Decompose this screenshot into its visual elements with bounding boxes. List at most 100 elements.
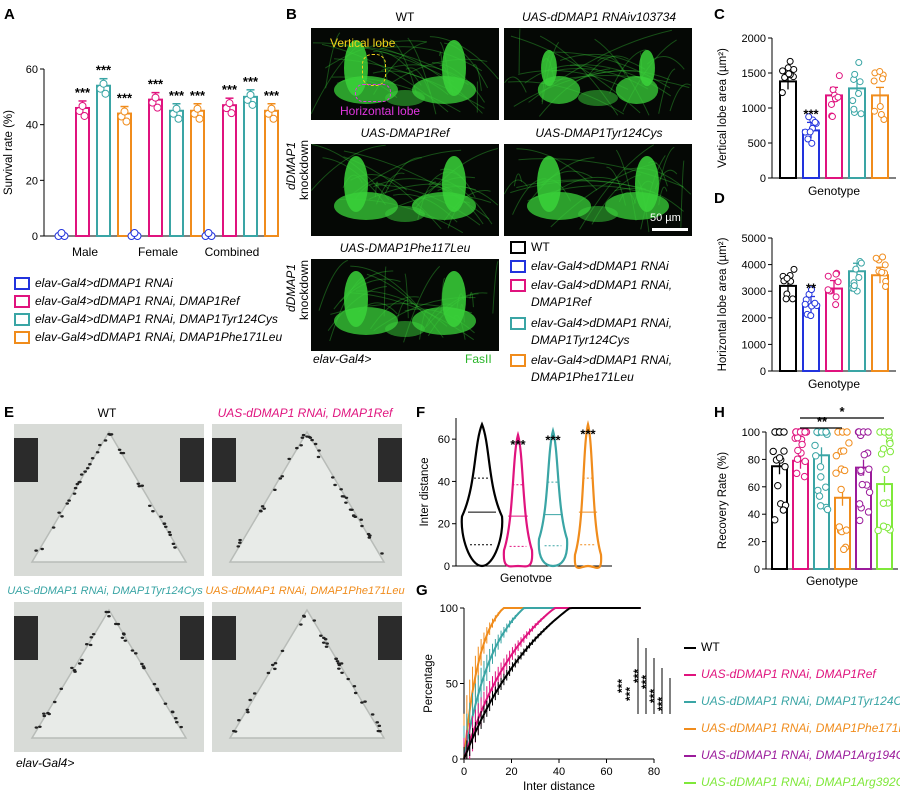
data-point bbox=[812, 452, 820, 460]
fly bbox=[270, 663, 275, 667]
fly bbox=[73, 670, 77, 673]
neuron-fiber bbox=[594, 38, 650, 116]
vertical-lobe bbox=[344, 271, 368, 327]
fly bbox=[42, 712, 46, 715]
fly bbox=[340, 671, 344, 674]
central-body bbox=[385, 90, 425, 106]
neuron-fiber bbox=[524, 64, 598, 84]
significance-label: *** bbox=[623, 687, 637, 701]
bar bbox=[169, 109, 184, 237]
e-title-tyr: UAS-dDMAP1 RNAi, DMAP1Tyr124Cys bbox=[7, 585, 203, 597]
neuron-fiber bbox=[510, 180, 647, 194]
y-tick-label: 100 bbox=[742, 427, 760, 439]
legend-g-arg392: UAS-dDMAP1 RNAi, DMAP1Arg392Gln bbox=[684, 775, 900, 789]
chart-c: 0 500 1000 1500 2000 Vertical lobe area (µm²)… bbox=[717, 33, 896, 198]
data-point bbox=[835, 72, 843, 80]
bar bbox=[96, 84, 111, 237]
legend-label: elav-Gal4>dDMAP1 RNAi, bbox=[531, 278, 673, 292]
brain-drawing bbox=[311, 144, 499, 236]
data-point bbox=[857, 110, 865, 118]
panel-label-h: H bbox=[714, 404, 725, 421]
data-point bbox=[204, 229, 213, 237]
data-point bbox=[778, 89, 786, 97]
fly bbox=[40, 547, 44, 551]
y-axis-label: Inter distance bbox=[419, 457, 431, 526]
neuron-fiber bbox=[518, 28, 521, 74]
neuron-fiber bbox=[680, 160, 685, 228]
legend-label: DMAP1Phe171Leu bbox=[531, 370, 634, 384]
bar bbox=[75, 106, 90, 238]
fly bbox=[59, 687, 64, 691]
data-point bbox=[816, 463, 825, 471]
vertical-lobe-label: Vertical lobe bbox=[330, 36, 396, 50]
fly bbox=[295, 446, 299, 450]
fly bbox=[155, 687, 160, 691]
fly bbox=[107, 433, 111, 436]
significance-label: *** bbox=[264, 88, 280, 103]
fly bbox=[323, 637, 328, 641]
x-axis-label: Genotype bbox=[500, 571, 552, 582]
data-point bbox=[789, 295, 797, 303]
fly bbox=[67, 499, 71, 502]
fly bbox=[168, 533, 173, 537]
y-tick-label: 0 bbox=[760, 173, 766, 185]
clamp bbox=[378, 616, 402, 660]
data-point bbox=[851, 70, 859, 78]
data-point bbox=[785, 70, 793, 78]
y-tick-label: 40 bbox=[26, 120, 38, 132]
chart-a: 0 20 40 60 Survival rate (%) *** *** *** Male ***… bbox=[3, 63, 280, 259]
data-point bbox=[248, 100, 257, 109]
neuron-fiber bbox=[380, 47, 483, 114]
data-point bbox=[807, 312, 815, 320]
fly bbox=[273, 488, 277, 492]
fly bbox=[280, 649, 285, 653]
data-point bbox=[860, 451, 868, 459]
fly bbox=[352, 514, 356, 518]
data-point bbox=[153, 103, 162, 112]
data-point bbox=[837, 485, 845, 494]
data-point bbox=[879, 499, 888, 507]
neuron-fiber bbox=[311, 144, 386, 191]
vertical-lobe bbox=[639, 49, 655, 87]
fly bbox=[278, 477, 283, 480]
fly bbox=[142, 666, 146, 670]
neuron-fiber bbox=[504, 76, 527, 93]
data-point bbox=[779, 67, 787, 75]
clamp bbox=[378, 438, 402, 482]
panel-label-d: D bbox=[714, 190, 725, 207]
fly bbox=[78, 480, 82, 484]
vertical-lobe bbox=[537, 156, 561, 212]
legend-swatch bbox=[510, 317, 526, 331]
significance-label: *** bbox=[647, 689, 661, 703]
violin bbox=[502, 430, 534, 568]
fly bbox=[88, 643, 93, 647]
side-label-knockdown: knockdown bbox=[297, 139, 311, 200]
fly bbox=[46, 711, 50, 715]
fly bbox=[60, 515, 64, 518]
clamp bbox=[14, 438, 38, 482]
neuron-fiber bbox=[373, 50, 422, 86]
data-point bbox=[269, 114, 278, 123]
fly bbox=[360, 701, 364, 704]
fly bbox=[104, 610, 109, 614]
legend-line bbox=[684, 754, 696, 757]
legend-g-arg194: UAS-dDMAP1 RNAi, DMAP1Arg194Gln bbox=[684, 748, 900, 762]
x-axis-label: Inter distance bbox=[523, 779, 595, 793]
data-point bbox=[827, 100, 835, 108]
significance-label: ** bbox=[806, 281, 817, 296]
fly bbox=[262, 507, 267, 510]
data-point bbox=[882, 465, 890, 474]
brain-drawing bbox=[311, 28, 499, 120]
data-point bbox=[816, 502, 825, 510]
fly bbox=[238, 538, 242, 542]
legend-label: UAS-dDMAP1 RNAi, DMAP1Ref bbox=[701, 667, 876, 681]
fly bbox=[287, 457, 291, 461]
data-point bbox=[882, 282, 890, 290]
fly bbox=[173, 546, 177, 549]
data-point bbox=[832, 452, 841, 460]
neuron-fiber bbox=[570, 64, 672, 97]
data-point bbox=[172, 104, 181, 113]
b-stain-label: FasII bbox=[465, 352, 492, 366]
fly bbox=[330, 476, 335, 479]
